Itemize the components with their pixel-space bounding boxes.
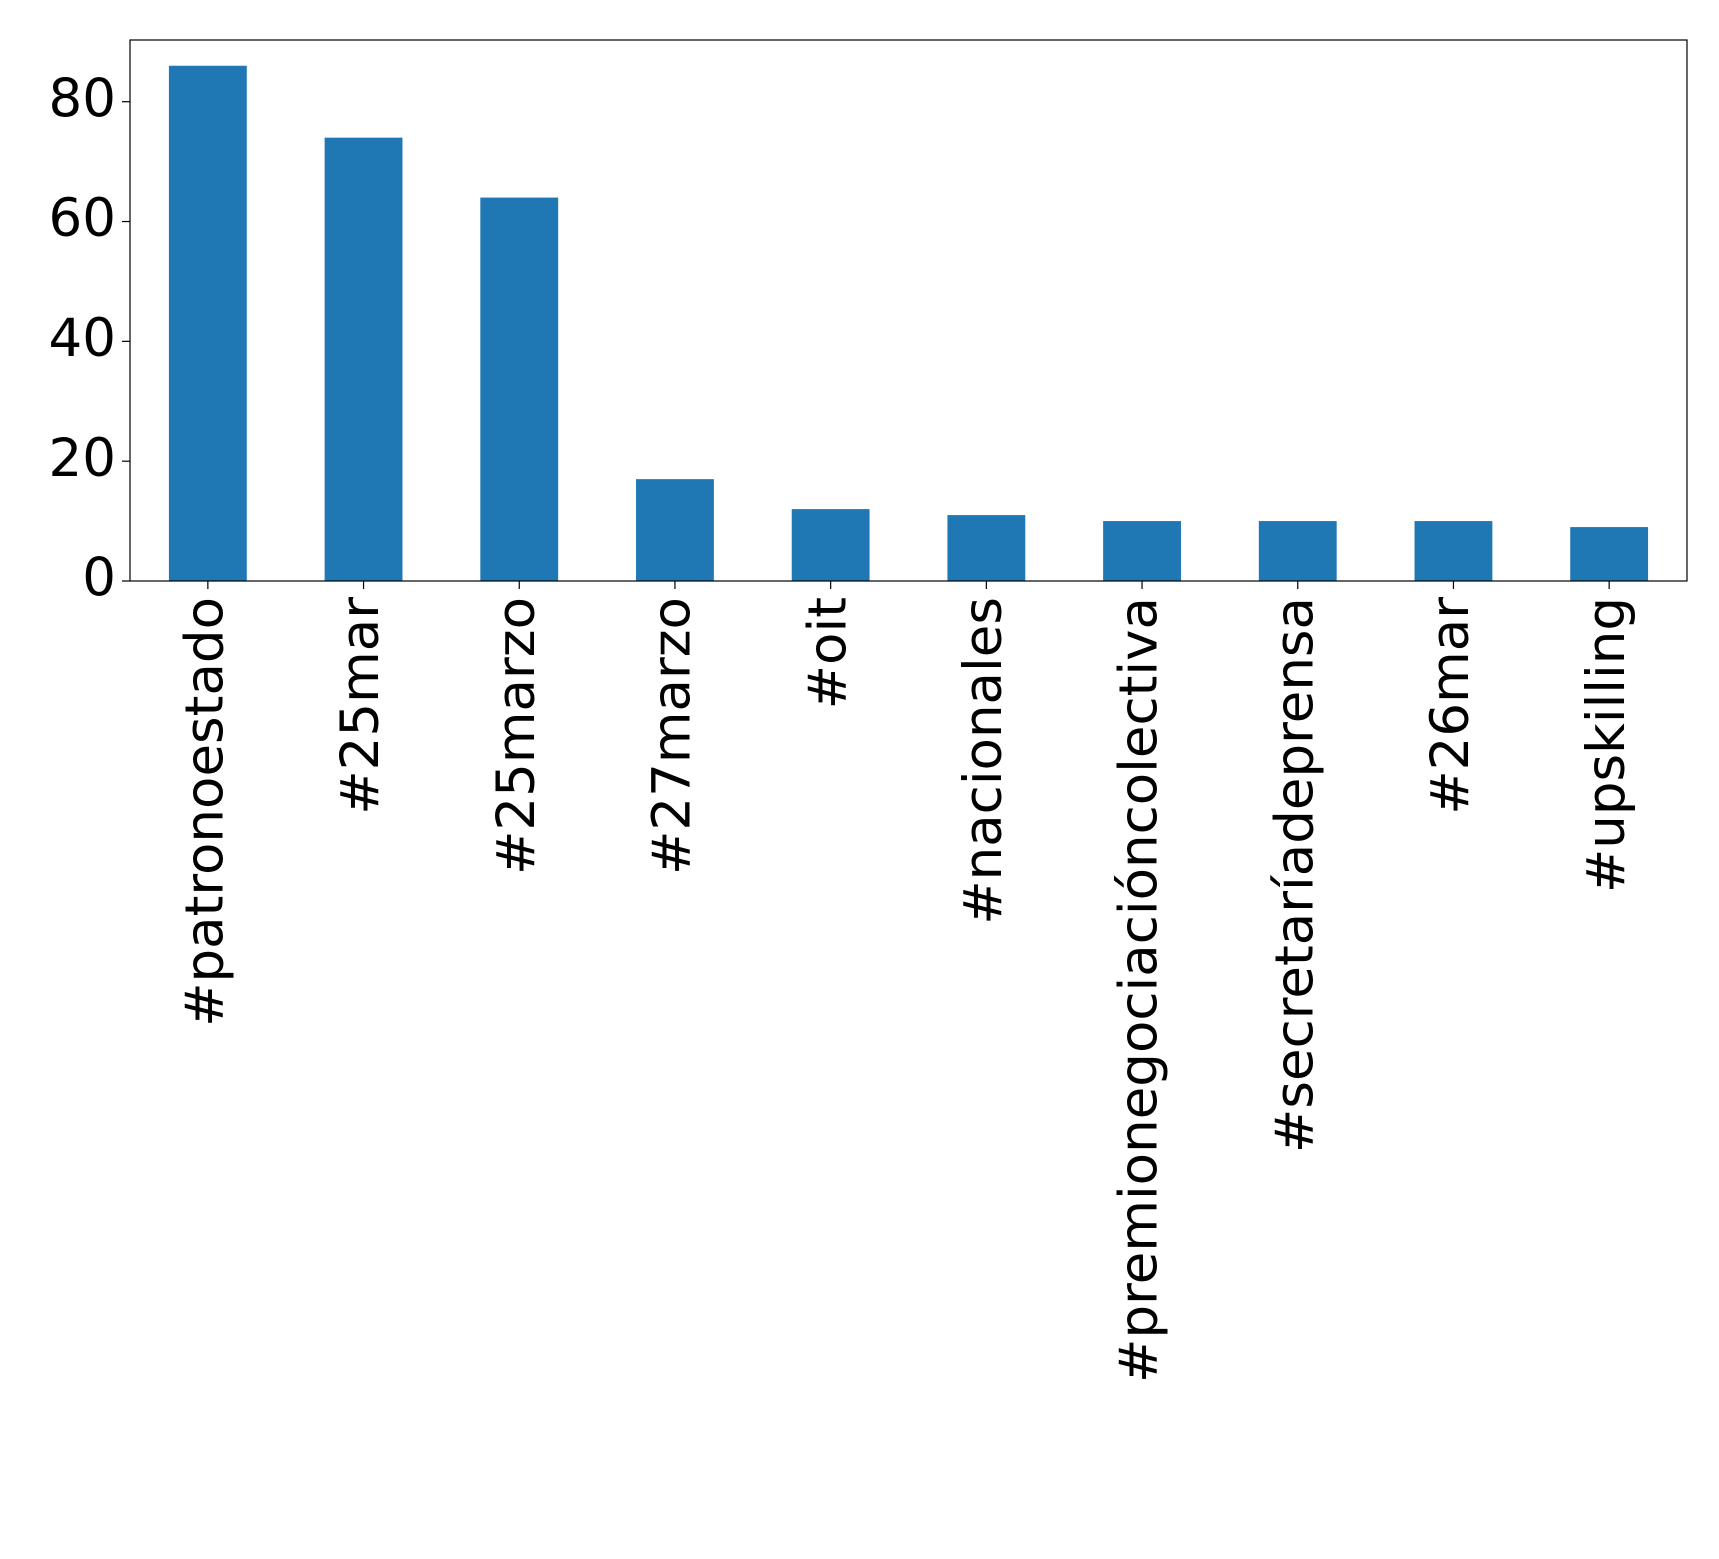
bar	[168, 65, 247, 581]
y-tick-label: 20	[49, 428, 116, 489]
y-tick-label: 60	[49, 188, 116, 249]
x-tick-label: #27marzo	[642, 597, 703, 875]
bar	[1570, 527, 1649, 581]
x-tick-label: #premionegociacióncolectiva	[1109, 597, 1170, 1383]
y-tick-label: 80	[49, 68, 116, 129]
bar	[636, 479, 714, 581]
x-tick-label: #oit	[797, 597, 858, 709]
bar	[1103, 521, 1181, 581]
bar	[324, 137, 403, 582]
plot-frame	[129, 39, 1688, 582]
bar	[1258, 521, 1337, 581]
y-tick-label: 0	[82, 548, 116, 609]
x-tick-label: #nacionales	[953, 597, 1014, 925]
x-tick-label: #25marzo	[486, 597, 547, 875]
x-tick-label: #upskilling	[1576, 597, 1637, 893]
y-tick-label: 40	[49, 308, 116, 369]
x-tick-label: #patronoestado	[174, 597, 235, 1027]
bar	[480, 197, 559, 581]
x-tick-label: #25mar	[330, 597, 391, 815]
x-tick-label: #26mar	[1420, 597, 1481, 815]
bar	[791, 509, 870, 581]
bar	[947, 515, 1026, 581]
bar	[1414, 521, 1493, 581]
x-tick-label: #secretaríadeprensa	[1264, 597, 1325, 1153]
